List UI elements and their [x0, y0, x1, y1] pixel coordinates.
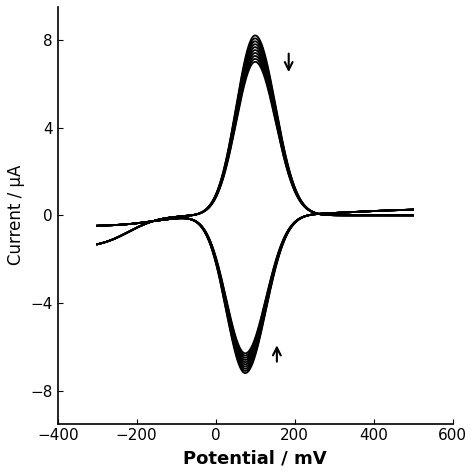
Y-axis label: Current / μA: Current / μA	[7, 165, 25, 265]
X-axis label: Potential / mV: Potential / mV	[183, 449, 327, 467]
